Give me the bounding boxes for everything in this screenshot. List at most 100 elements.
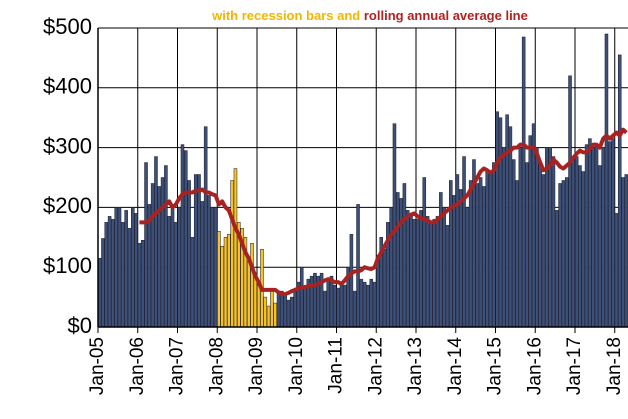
y-tick-label: $500 [43, 14, 92, 39]
bar [154, 156, 158, 328]
bar [564, 177, 569, 328]
bar [124, 210, 128, 328]
bar [588, 138, 592, 328]
bar [608, 141, 612, 328]
bar [429, 222, 433, 328]
x-tick-label: Jan-09 [246, 337, 267, 395]
bar [333, 284, 337, 328]
bar [339, 281, 344, 328]
bar [396, 192, 400, 328]
bar [246, 260, 251, 328]
y-tick-label: $0 [68, 313, 92, 338]
bar [581, 171, 586, 328]
bar [452, 195, 456, 328]
bar [114, 207, 118, 328]
bar [180, 144, 185, 328]
bar [290, 296, 294, 328]
bar [276, 290, 281, 328]
bar [498, 117, 503, 328]
bar [217, 231, 221, 328]
bar [343, 284, 347, 328]
bar [468, 180, 473, 328]
bar [117, 207, 122, 328]
x-tick-label: Jan-17 [564, 337, 585, 395]
bar [299, 266, 304, 328]
bar [594, 144, 599, 328]
bar [574, 156, 579, 328]
bar [538, 162, 542, 328]
x-tick-label: Jan-06 [127, 337, 148, 395]
bar [502, 147, 506, 328]
y-tick-label: $200 [43, 193, 92, 218]
bar [432, 219, 436, 328]
bar [200, 201, 205, 328]
bar [455, 174, 460, 328]
bar [160, 177, 165, 328]
bar [445, 225, 450, 328]
bar [190, 237, 195, 328]
bar [256, 284, 261, 328]
x-tick-label: Jan-16 [524, 337, 545, 395]
bar [362, 281, 367, 328]
bar [422, 177, 427, 328]
bar [561, 180, 566, 328]
bar [541, 174, 546, 328]
bar [140, 240, 145, 328]
bar [356, 204, 360, 328]
bar [121, 222, 125, 328]
bar [197, 174, 201, 328]
bar [409, 216, 413, 328]
bar [525, 162, 529, 328]
bar [425, 216, 430, 328]
bar [435, 216, 440, 328]
y-tick-label: $100 [43, 253, 92, 278]
rolling-average-line [139, 127, 628, 297]
chart-subtitle: with recession bars and rolling annual a… [211, 8, 528, 23]
bar [303, 287, 307, 328]
bar [187, 180, 191, 328]
bar [359, 278, 364, 328]
bar [220, 246, 224, 328]
bar [442, 207, 446, 328]
bar [439, 192, 443, 328]
bar [389, 207, 393, 328]
bar [624, 174, 628, 328]
bar [458, 189, 463, 328]
bar [465, 207, 470, 328]
bar [326, 278, 330, 328]
x-tick-label: Jan-10 [286, 337, 307, 395]
y-tick-label: $300 [43, 133, 92, 158]
bar [170, 204, 175, 328]
bar [270, 290, 274, 328]
bar [137, 243, 142, 328]
bar [207, 195, 211, 328]
bar [210, 207, 215, 328]
x-tick-label: Jan-08 [206, 337, 227, 395]
bar [273, 302, 277, 328]
bar [329, 275, 334, 328]
bar [223, 237, 228, 328]
bar [104, 222, 109, 328]
bar [372, 281, 377, 328]
bar [250, 243, 254, 328]
bar [508, 126, 513, 328]
x-tick-label: Jan-15 [485, 337, 506, 395]
bar [598, 165, 602, 328]
bar [495, 111, 499, 328]
bar [492, 162, 496, 328]
bar [462, 156, 466, 328]
bar [617, 54, 622, 328]
subtitle-part: rolling annual average line [364, 8, 528, 23]
x-tick-label: Jan-05 [87, 337, 108, 395]
bar [230, 180, 234, 328]
bar [101, 238, 105, 328]
bar [521, 36, 526, 328]
bar [392, 123, 397, 328]
bar [263, 296, 268, 328]
bar [611, 138, 615, 328]
bar [293, 290, 297, 328]
bar [366, 284, 370, 328]
bar [336, 287, 340, 328]
bar [134, 213, 138, 328]
